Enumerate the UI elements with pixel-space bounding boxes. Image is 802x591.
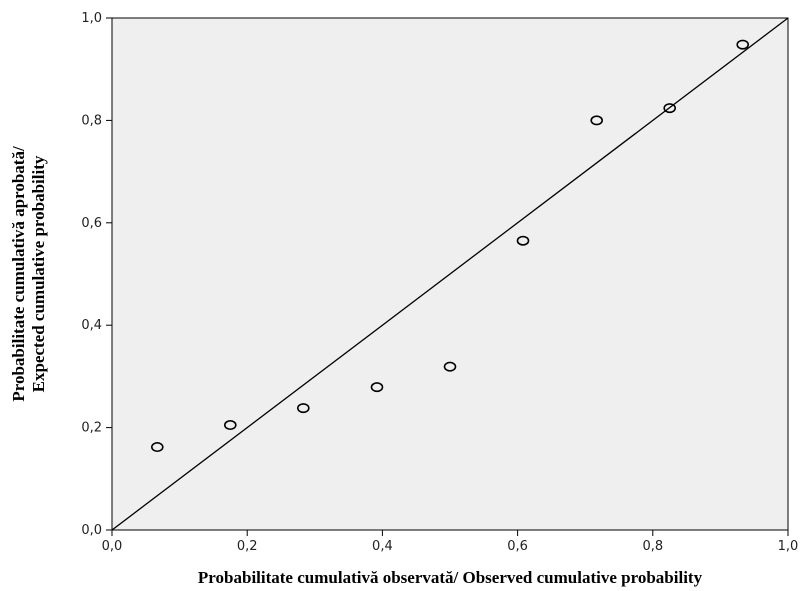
x-tick-label: 0,0 bbox=[102, 539, 123, 554]
y-axis-title-line1: Probabilitate cumulativă aprobată/ bbox=[9, 146, 28, 402]
x-axis-title: Probabilitate cumulativă observată/ Obse… bbox=[198, 568, 703, 587]
data-point bbox=[736, 39, 750, 50]
x-tick-label: 0,2 bbox=[237, 539, 258, 554]
data-point bbox=[516, 235, 530, 246]
data-point bbox=[663, 103, 677, 114]
data-point bbox=[443, 361, 457, 372]
x-tick-label: 1,0 bbox=[778, 539, 799, 554]
y-tick-label: 0,6 bbox=[81, 216, 102, 231]
y-tick-label: 0,0 bbox=[81, 523, 102, 538]
y-tick-label: 0,2 bbox=[81, 421, 102, 436]
x-tick-label: 0,8 bbox=[642, 539, 663, 554]
reference-line bbox=[111, 17, 789, 531]
y-tick-label: 0,8 bbox=[81, 113, 102, 128]
x-tick-label: 0,4 bbox=[372, 539, 393, 554]
data-point bbox=[370, 382, 384, 393]
y-axis-title-line2: Expected cumulative probability bbox=[29, 155, 48, 392]
y-tick-label: 1,0 bbox=[81, 11, 102, 26]
data-point bbox=[150, 442, 164, 453]
y-axis-ticks: 0,0 0,2 0,4 0,6 0,8 1,0 bbox=[81, 11, 112, 538]
y-tick-label: 0,4 bbox=[81, 318, 102, 333]
data-point bbox=[224, 420, 237, 431]
data-point bbox=[297, 403, 310, 414]
x-tick-label: 0,6 bbox=[507, 539, 528, 554]
data-points bbox=[150, 39, 750, 453]
x-axis-ticks: 0,0 0,2 0,4 0,6 0,8 1,0 bbox=[102, 530, 799, 554]
data-point bbox=[590, 115, 603, 126]
